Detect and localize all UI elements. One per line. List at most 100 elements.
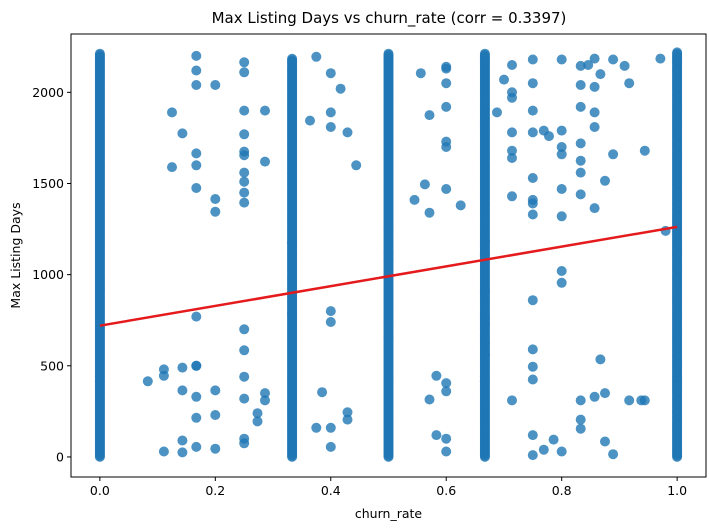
data-point [639, 395, 650, 406]
data-point [210, 194, 221, 204]
data-point [317, 387, 328, 398]
data-point [538, 444, 549, 455]
data-point [191, 160, 202, 171]
data-point [575, 395, 586, 406]
data-point [479, 318, 490, 329]
y-tick-label: 1000 [32, 267, 64, 282]
data-point [167, 162, 177, 173]
data-point [177, 128, 188, 139]
data-point [527, 344, 538, 355]
data-point [441, 378, 452, 389]
data-point [575, 101, 586, 112]
data-point [655, 53, 666, 64]
data-point [624, 78, 635, 89]
data-point [424, 394, 435, 405]
data-point [527, 450, 538, 461]
data-point [239, 176, 250, 187]
data-point [191, 391, 202, 402]
data-point [556, 184, 567, 194]
data-point [608, 449, 619, 460]
data-point [239, 105, 250, 116]
data-point [479, 349, 490, 360]
data-point [239, 393, 250, 404]
y-axis-label: Max Listing Days [8, 202, 23, 308]
data-point [383, 333, 394, 344]
data-point [210, 80, 221, 90]
data-point [600, 175, 610, 186]
data-point [287, 237, 298, 248]
data-point [191, 183, 202, 193]
plot-area [71, 34, 706, 477]
data-point [575, 138, 586, 149]
data-point [210, 410, 221, 420]
x-tick-label: 0.0 [90, 483, 110, 498]
data-point [527, 430, 538, 441]
data-point [575, 414, 586, 425]
data-point [608, 54, 619, 65]
data-point [600, 388, 610, 399]
data-point [527, 105, 538, 116]
data-point [639, 145, 650, 156]
data-point [191, 311, 202, 322]
data-point [239, 438, 250, 449]
data-point [507, 395, 517, 406]
data-point [589, 122, 600, 132]
x-tick-label: 0.8 [552, 483, 572, 498]
data-point [479, 287, 490, 297]
data-point [342, 127, 353, 138]
data-point [342, 407, 353, 418]
data-point [311, 51, 322, 62]
data-point [455, 200, 466, 211]
y-tick-label: 0 [56, 449, 64, 464]
data-point [527, 78, 538, 89]
data-point [167, 107, 177, 118]
data-point [527, 198, 538, 209]
data-point [177, 385, 188, 396]
data-point [239, 57, 250, 68]
data-point [575, 189, 586, 200]
axes-frame [70, 33, 707, 478]
data-point [239, 345, 250, 356]
data-point [191, 50, 202, 61]
data-point [191, 360, 202, 371]
x-tick-label: 0.4 [321, 483, 341, 498]
data-point [556, 142, 567, 152]
data-point [239, 324, 250, 335]
data-point [583, 60, 594, 70]
data-point [441, 101, 452, 112]
data-point [575, 155, 586, 166]
data-point [191, 441, 202, 452]
data-point [158, 446, 169, 457]
data-point [556, 54, 567, 65]
regression-layer [99, 225, 678, 327]
data-point [191, 80, 202, 90]
x-tick-label: 1.0 [667, 483, 687, 498]
chart-title: Max Listing Days vs churn_rate (corr = 0… [212, 9, 567, 28]
data-point [507, 191, 517, 202]
data-point [441, 78, 452, 89]
data-point [287, 53, 298, 64]
data-point [415, 68, 426, 79]
data-point [479, 338, 490, 348]
data-point [527, 173, 538, 183]
data-point [94, 48, 105, 59]
data-point [335, 83, 346, 94]
data-point [527, 374, 538, 385]
data-point [177, 447, 188, 458]
data-point [595, 69, 606, 80]
data-point [305, 115, 315, 126]
data-point [600, 436, 610, 447]
data-point [351, 160, 362, 171]
data-point [548, 434, 559, 445]
data-point [419, 179, 430, 190]
x-tick-label: 0.2 [205, 483, 225, 498]
data-point [177, 362, 188, 373]
data-point [441, 142, 452, 152]
data-point [507, 60, 517, 70]
data-point [239, 67, 250, 78]
data-point [383, 222, 394, 233]
data-point [479, 48, 490, 59]
y-tick-label: 1500 [32, 176, 64, 191]
data-point [431, 370, 442, 381]
